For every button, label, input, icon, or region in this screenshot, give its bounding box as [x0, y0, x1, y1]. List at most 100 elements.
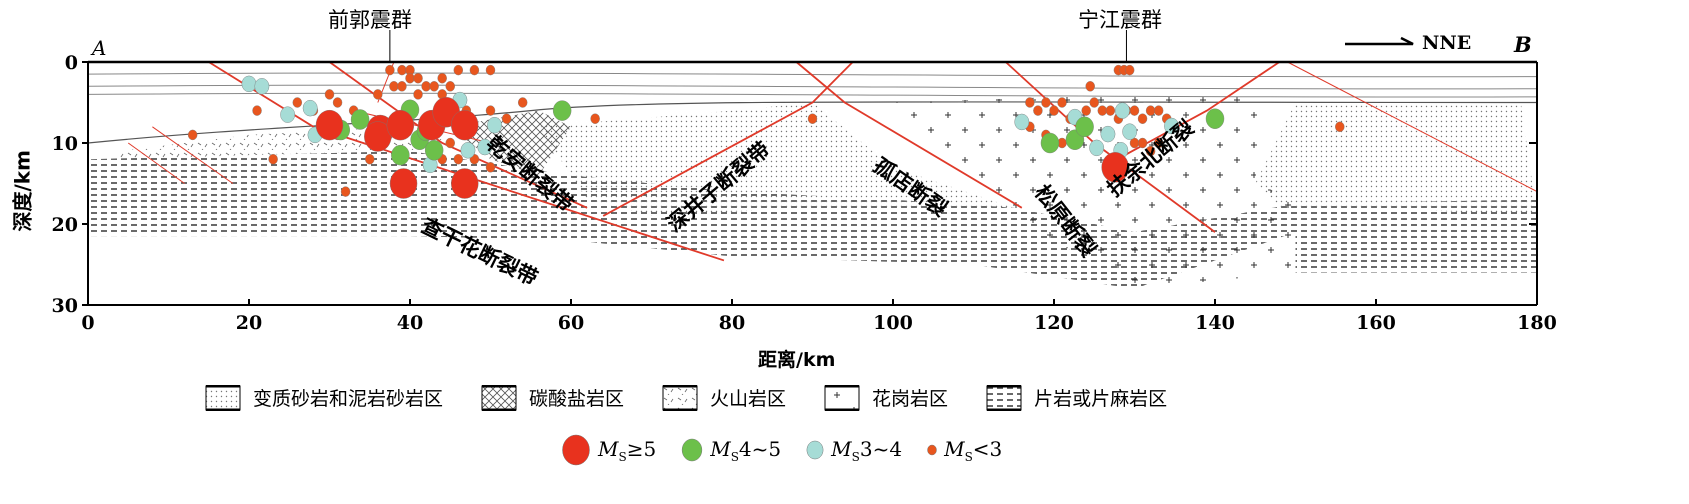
x-tick-label: 40: [397, 312, 423, 334]
earthquake-ge5: [389, 168, 418, 199]
earthquake-lt3: [445, 81, 455, 92]
earthquake-lt3: [340, 186, 351, 197]
legend-item-mag-4to5: MS4~5: [680, 434, 781, 466]
arrow-right-icon: [1345, 36, 1414, 46]
earthquake-lt3: [1137, 113, 1148, 124]
fault-line: [602, 61, 854, 217]
fault-line: [795, 61, 1023, 209]
y-tick-label: 30: [52, 295, 78, 317]
earthquake-lt3: [397, 81, 407, 92]
earthquake-3to4: [477, 138, 493, 156]
legend-item-dashes: 片岩或片麻岩区: [986, 384, 1167, 411]
earthquake-lt3: [1124, 64, 1135, 76]
earthquake-lt3: [437, 72, 447, 84]
earthquake-lt3: [1089, 97, 1099, 108]
rock-legend: 变质砂岩和泥岩砂岩区 碳酸盐岩区 火山岩区 花岗岩区 片岩或片麻岩区: [205, 384, 1167, 411]
earthquake-lt3: [1033, 105, 1043, 116]
fault-line: [127, 142, 185, 184]
x-axis-label: 距离/km: [758, 349, 836, 371]
earthquake-4to5: [350, 109, 370, 130]
earthquake-lt3: [1041, 97, 1051, 108]
earthquake-lt3: [518, 97, 528, 108]
magnitude-legend: MS≥5 MS4~5 MS3~4 MS<3: [560, 434, 1002, 466]
earthquake-3to4: [302, 99, 318, 117]
earthquake-3to4: [254, 78, 270, 95]
strata-line: [87, 84, 1538, 90]
earthquake-lt3: [1145, 145, 1156, 157]
strata-line: [87, 92, 1538, 98]
earthquake-lt3: [292, 97, 302, 108]
earthquake-lt3: [1137, 137, 1148, 149]
earthquake-lt3: [1153, 105, 1164, 116]
fault-line: [1287, 61, 1538, 193]
earthquake-lt3: [1049, 105, 1059, 116]
earthquake-ge5: [1101, 152, 1129, 183]
x-tick-label: 100: [873, 312, 913, 334]
earthquake-lt3: [1057, 97, 1067, 108]
earthquake-lt3: [485, 162, 496, 173]
earthquake-lt3: [332, 97, 343, 108]
fault-line: [328, 61, 588, 209]
legend-label: 花岗岩区: [872, 388, 949, 410]
earthquake-lt3: [1097, 105, 1108, 116]
earthquake-3to4: [1164, 117, 1179, 135]
y-axis-label: 深度/km: [10, 150, 35, 232]
legend-circle-icon: [806, 440, 824, 460]
earthquake-4to5: [391, 144, 410, 166]
earthquake-lt3: [1153, 137, 1164, 149]
granite-region: [893, 94, 1296, 289]
fault-line: [1101, 61, 1280, 169]
earthquake-lt3: [187, 129, 198, 141]
legend-item-hatch: 碳酸盐岩区: [481, 384, 624, 411]
legend-swatch-hatch: [481, 384, 517, 411]
earthquake-3to4: [280, 106, 296, 123]
x-tick-label: 140: [1195, 312, 1235, 334]
y-tick-label: 20: [52, 214, 78, 236]
legend-swatch-volcanic: [662, 384, 698, 411]
x-tick-label: 0: [81, 312, 94, 334]
legend-label: MS<3: [944, 436, 1003, 464]
legend-label: MS3~4: [831, 436, 903, 464]
earthquake-ge5: [315, 109, 344, 141]
earthquake-3to4: [241, 75, 257, 93]
cluster-label-ningjiang: 宁江震群: [1078, 8, 1162, 32]
earthquake-3to4: [1115, 102, 1130, 119]
earthquake-4to5: [1040, 132, 1060, 154]
legend-circle-icon: [682, 438, 703, 462]
earthquake-lt3: [1129, 105, 1140, 116]
earthquake-lt3: [365, 153, 375, 165]
earthquake-3to4: [1100, 125, 1116, 143]
earthquake-lt3: [445, 137, 455, 149]
legend-item-dots: 变质砂岩和泥岩砂岩区: [205, 384, 443, 411]
legend-item-plus: 花岗岩区: [824, 384, 948, 411]
cluster-label-qianguo: 前郭震群: [328, 8, 412, 32]
earthquake-lt3: [397, 64, 407, 76]
x-tick-label: 80: [719, 312, 745, 334]
x-tick-label: 120: [1034, 312, 1074, 334]
legend-item-mag-3to4: MS3~4: [805, 434, 902, 466]
earthquake-lt3: [453, 64, 463, 76]
legend-swatch-dashes: [986, 384, 1022, 411]
earthquake-ge5: [451, 109, 479, 141]
point-b-label: B: [1514, 32, 1532, 57]
earthquake-lt3: [413, 72, 423, 84]
earthquake-lt3: [501, 113, 512, 124]
x-tick-label: 20: [236, 312, 262, 334]
legend-label: 片岩或片麻岩区: [1034, 388, 1168, 410]
earthquake-lt3: [590, 113, 600, 124]
earthquake-ge5: [451, 168, 479, 199]
earthquake-lt3: [1335, 121, 1345, 133]
earthquake-4to5: [1075, 116, 1094, 138]
earthquake-4to5: [1205, 108, 1225, 129]
earthquake-3to4: [1014, 113, 1030, 131]
sandstone-region-east: [1255, 102, 1537, 216]
x-tick-label: 180: [1517, 312, 1557, 334]
y-tick-label: 10: [52, 133, 78, 155]
earthquake-lt3: [485, 105, 496, 116]
legend-label: 变质砂岩和泥岩砂岩区: [253, 388, 444, 410]
legend-label: MS≥5: [598, 436, 657, 464]
earthquake-lt3: [389, 81, 399, 92]
earthquake-ge5: [386, 109, 415, 141]
earthquake-4to5: [424, 140, 444, 161]
